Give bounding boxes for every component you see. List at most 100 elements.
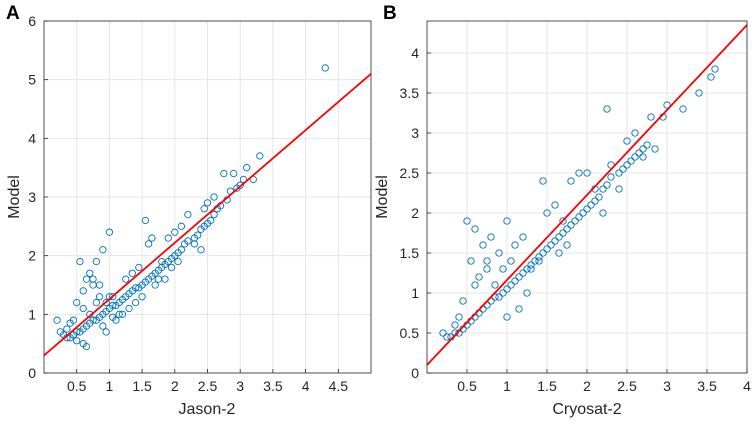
scatter-point: [503, 285, 511, 293]
scatter-point: [523, 289, 531, 297]
y-tick-label: 0.5: [400, 325, 420, 341]
scatter-point: [551, 201, 559, 209]
scatter-point: [463, 217, 471, 225]
y-tick-label: 3: [411, 125, 419, 141]
x-tick-label: 3.5: [263, 378, 283, 394]
scatter-point: [595, 193, 603, 201]
x-tick-label: 1.5: [132, 378, 152, 394]
scatter-point: [174, 257, 182, 266]
scatter-point: [527, 265, 535, 273]
scatter-point: [587, 201, 595, 209]
scatter-point: [135, 284, 143, 292]
x-axis-label-a: Jason-2: [179, 401, 236, 418]
scatter-point: [144, 240, 153, 248]
scatter-point: [128, 269, 136, 277]
scatter-point: [95, 293, 104, 301]
scatter-point: [519, 269, 527, 277]
scatter-point: [86, 269, 94, 277]
scatter-point: [615, 169, 623, 177]
scatter-point: [563, 225, 571, 233]
scatter-point: [102, 298, 110, 307]
scatter-point: [79, 287, 87, 295]
scatter-point: [171, 228, 179, 236]
x-tick-label: 1: [503, 378, 511, 394]
scatter-point: [639, 153, 647, 161]
y-tick-label: 5: [28, 72, 36, 88]
x-tick-label: 3: [236, 378, 244, 394]
scatter-point: [161, 275, 169, 283]
fit-line-b: [426, 24, 748, 366]
scatter-point: [200, 205, 208, 213]
scatter-point: [527, 261, 535, 269]
scatter-point: [639, 145, 647, 153]
scatter-point: [567, 221, 575, 229]
x-tick-label: 2: [171, 378, 179, 394]
scatter-point: [164, 234, 172, 242]
x-axis-label-b: Cryosat-2: [552, 401, 621, 418]
scatter-point: [112, 301, 120, 310]
scatter-point: [79, 304, 87, 313]
scatter-point: [109, 313, 117, 321]
y-ticks-b: 0 0.5 1 1.5 2 2.5 3 3.5 4: [400, 45, 431, 381]
scatter-series-b: [439, 65, 719, 341]
scatter-point: [679, 105, 687, 113]
scatter-point: [539, 249, 547, 257]
y-tick-label: 0: [28, 365, 36, 381]
y-tick-label: 3.5: [400, 85, 420, 101]
scatter-point: [495, 293, 503, 301]
scatter-point: [76, 257, 84, 266]
scatter-point: [92, 298, 100, 307]
scatter-point: [663, 101, 671, 109]
scatter-point: [63, 325, 71, 333]
scatter-point: [439, 329, 447, 337]
scatter-point: [599, 209, 607, 217]
x-ticks-b: 0.5 1 1.5 2 2.5 3 3.5 4: [457, 369, 751, 394]
scatter-point: [483, 265, 491, 273]
scatter-point: [82, 342, 91, 351]
scatter-point: [599, 185, 607, 193]
scatter-point: [555, 249, 563, 257]
scatter-point: [151, 281, 159, 289]
scatter-point: [95, 281, 104, 289]
scatter-point: [631, 153, 639, 161]
scatter-point: [635, 149, 643, 157]
y-tick-label: 4: [411, 45, 419, 61]
scatter-point: [210, 210, 218, 219]
scatter-point: [555, 233, 563, 241]
scatter-point: [607, 173, 615, 181]
scatter-point: [575, 213, 583, 221]
scatter-point: [197, 246, 205, 254]
panel-a: 0.5 1 1.5 2 2.5 3 3.5 4 4.5 0 1 2 3 4 5 6 A Jason-2 Mo…: [6, 3, 372, 418]
scatter-point: [543, 245, 551, 253]
scatter-point: [583, 205, 591, 213]
scatter-point: [651, 145, 659, 153]
scatter-point: [210, 193, 218, 201]
scatter-point: [631, 129, 639, 137]
x-tick-label: 4.5: [329, 378, 349, 394]
scatter-point: [503, 217, 511, 225]
scatter-point: [575, 169, 583, 177]
y-tick-label: 2: [28, 248, 36, 264]
scatter-point: [643, 141, 651, 149]
scatter-point: [519, 233, 527, 241]
y-tick-label: 2: [411, 205, 419, 221]
scatter-point: [167, 263, 176, 272]
scatter-point: [99, 246, 107, 254]
scatter-point: [233, 184, 241, 192]
scatter-point: [158, 257, 166, 266]
scatter-point: [92, 316, 100, 324]
scatter-point: [455, 313, 463, 321]
scatter-point: [603, 105, 611, 113]
scatter-point: [623, 161, 631, 169]
scatter-point: [503, 313, 511, 321]
x-tick-label: 1: [106, 378, 114, 394]
scatter-point: [197, 225, 205, 233]
scatter-point: [511, 277, 519, 285]
scatter-point: [523, 265, 531, 273]
scatter-point: [184, 210, 192, 219]
scatter-point: [647, 113, 655, 121]
fit-line-a: [43, 73, 372, 357]
scatter-point: [707, 73, 715, 81]
scatter-point: [190, 240, 199, 248]
